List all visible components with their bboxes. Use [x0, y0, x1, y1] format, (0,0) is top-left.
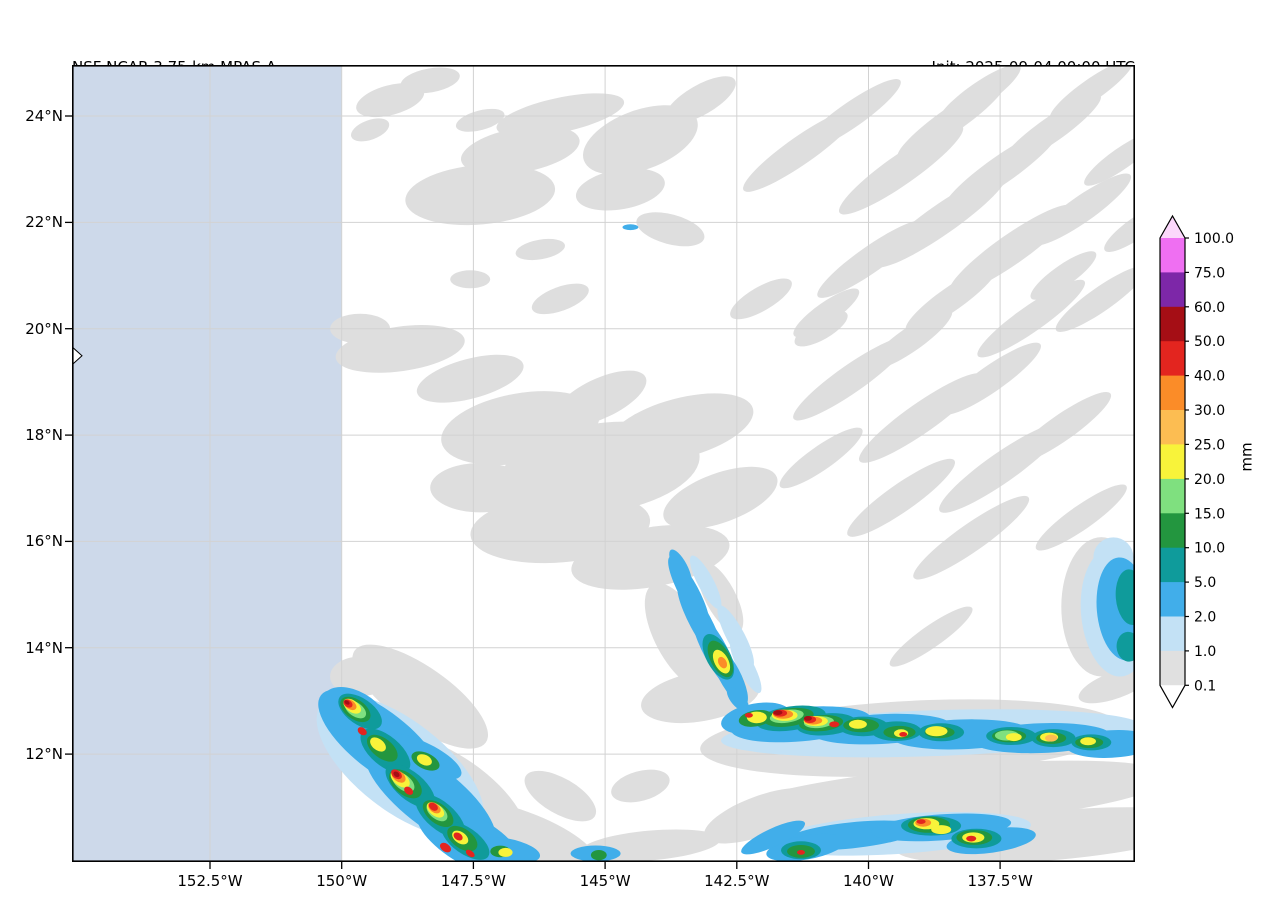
colorbar-segment [1160, 650, 1185, 686]
x-tick-label: 152.5°W [177, 872, 243, 890]
colorbar-segment [1160, 272, 1185, 308]
y-tick-label: 16°N [25, 532, 63, 551]
x-tick-label: 142.5°W [704, 872, 770, 890]
colorbar-tick-label: 40.0 [1194, 369, 1225, 385]
colorbar-tick-label: 75.0 [1194, 265, 1225, 281]
colorbar-tick-label: 20.0 [1194, 472, 1225, 488]
x-tick-label: 145°W [579, 872, 631, 890]
map-border [72, 65, 1135, 862]
x-tick-label: 147.5°W [440, 872, 507, 890]
colorbar-segment [1160, 306, 1185, 342]
colorbar-tick-label: 30.0 [1194, 403, 1225, 419]
y-tick-label: 18°N [25, 426, 63, 445]
y-tick-label: 24°N [25, 107, 63, 126]
colorbar-tick-label: 25.0 [1194, 437, 1225, 453]
colorbar-segment [1160, 513, 1185, 549]
y-tick-label: 20°N [25, 319, 63, 338]
y-tick-label: 12°N [25, 745, 63, 764]
coastline-fragment [72, 346, 83, 366]
colorbar-segment [1160, 582, 1185, 617]
x-tick-label: 140°W [842, 872, 894, 890]
colorbar-tick-label: 15.0 [1194, 506, 1225, 522]
x-tick-label: 150°W [316, 872, 368, 890]
y-tick-label: 14°N [25, 638, 63, 657]
colorbar-segment [1160, 444, 1185, 480]
colorbar-segment [1160, 238, 1185, 273]
colorbar-segment [1160, 616, 1185, 652]
colorbar-tick-label: 1.0 [1194, 644, 1216, 660]
colorbar-segment [1160, 375, 1185, 411]
y-tick-label: 22°N [25, 213, 63, 232]
colorbar-tick-label: 100.0 [1194, 231, 1234, 247]
colorbar-over-arrow [1160, 216, 1185, 238]
colorbar-svg: 100.0 75.0 60.0 50.0 40.0 30.0 25.0 20.0 15.0 10.… [1159, 214, 1234, 709]
colorbar-segment [1160, 478, 1185, 514]
colorbar-segment [1160, 341, 1185, 376]
colorbar-tick-label: 0.1 [1194, 678, 1216, 694]
colorbar-under-arrow [1160, 685, 1185, 708]
precip-cells-layer [316, 224, 1135, 862]
x-tick-label: 137.5°W [967, 872, 1033, 890]
no-data-region [72, 65, 342, 862]
colorbar-tick-label: 2.0 [1194, 610, 1216, 626]
colorbar-tick-label: 50.0 [1194, 334, 1225, 350]
map-svg [72, 65, 1135, 862]
colorbar-tick-label: 60.0 [1194, 300, 1225, 316]
colorbar-segment [1160, 410, 1185, 445]
colorbar-unit-label: mm [1237, 442, 1256, 472]
colorbar-tick-label: 10.0 [1194, 541, 1225, 557]
colorbar-tick-label: 5.0 [1194, 575, 1216, 591]
colorbar-segment [1160, 547, 1185, 583]
